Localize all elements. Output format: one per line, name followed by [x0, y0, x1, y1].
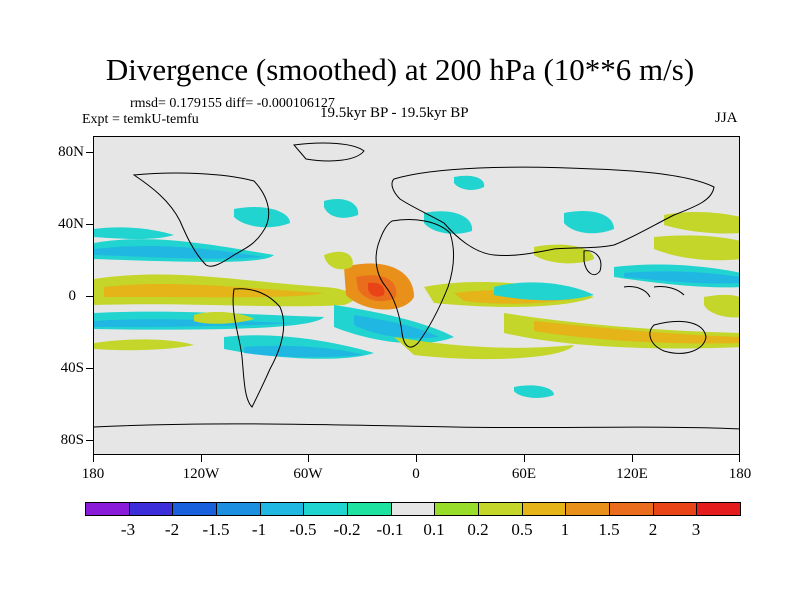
y-tick — [86, 224, 93, 225]
legend-label: 0.5 — [511, 520, 533, 539]
y-label-40s: 40S — [60, 360, 84, 376]
legend-swatch — [610, 503, 654, 515]
legend-swatch — [391, 503, 436, 515]
season-label: JJA — [715, 110, 738, 126]
x-tick — [93, 455, 94, 462]
map-panel — [93, 136, 740, 455]
period-label: 19.5kyr BP - 19.5kyr BP — [320, 105, 469, 121]
legend-swatch — [173, 503, 218, 515]
legend-swatch — [697, 503, 741, 515]
map-title: Divergence (smoothed) at 200 hPa (10**6 … — [105, 52, 695, 87]
stats-line: rmsd= 0.179155 diff= -0.000106127 — [130, 96, 335, 111]
legend-label: -1 — [251, 520, 267, 539]
x-tick — [739, 455, 740, 462]
legend-label: -3 — [120, 520, 136, 539]
x-tick — [308, 455, 309, 462]
legend-label: 0.1 — [423, 520, 445, 539]
y-label-40n: 40N — [58, 216, 84, 232]
legend-swatch — [479, 503, 523, 515]
legend-label: -1.5 — [202, 520, 230, 539]
legend-label: 2 — [648, 520, 658, 539]
y-tick — [86, 440, 93, 441]
legend-swatch — [522, 503, 567, 515]
legend-label: -0.1 — [376, 520, 404, 539]
legend-swatch — [86, 503, 130, 515]
x-label-120e: 120E — [616, 466, 648, 482]
y-label-0: 0 — [68, 288, 77, 304]
y-tick — [86, 368, 93, 369]
legend-label: 1 — [560, 520, 570, 539]
legend-swatch — [348, 503, 392, 515]
legend-swatch — [566, 503, 611, 515]
legend-swatch — [217, 503, 261, 515]
legend-swatch — [129, 503, 174, 515]
x-tick — [416, 455, 417, 462]
experiment-label: Expt = temkU-temfu — [82, 112, 199, 127]
y-tick — [86, 152, 93, 153]
y-label-80n: 80N — [58, 144, 84, 160]
x-label-180e: 180 — [728, 466, 752, 482]
legend-label: -0.2 — [333, 520, 361, 539]
y-tick — [86, 296, 93, 297]
legend-swatch — [304, 503, 349, 515]
x-tick — [201, 455, 202, 462]
x-label-60w: 60W — [293, 466, 323, 482]
x-label-180w: 180 — [81, 466, 105, 482]
x-tick — [632, 455, 633, 462]
x-label-120w: 120W — [182, 466, 220, 482]
color-legend-bar — [85, 502, 741, 516]
legend-label: 0.2 — [467, 520, 489, 539]
legend-label: -0.5 — [289, 520, 317, 539]
y-label-80s: 80S — [60, 432, 84, 448]
contour-shading — [94, 175, 739, 398]
legend-swatch — [260, 503, 305, 515]
legend-label: 3 — [691, 520, 701, 539]
legend-label: -2 — [164, 520, 180, 539]
legend-swatch — [435, 503, 480, 515]
x-label-0: 0 — [412, 466, 420, 482]
legend-label: 1.5 — [598, 520, 620, 539]
x-label-60e: 60E — [511, 466, 537, 482]
x-tick — [524, 455, 525, 462]
divergence-field — [94, 142, 739, 430]
legend-swatch — [653, 503, 698, 515]
coastlines — [94, 142, 739, 430]
